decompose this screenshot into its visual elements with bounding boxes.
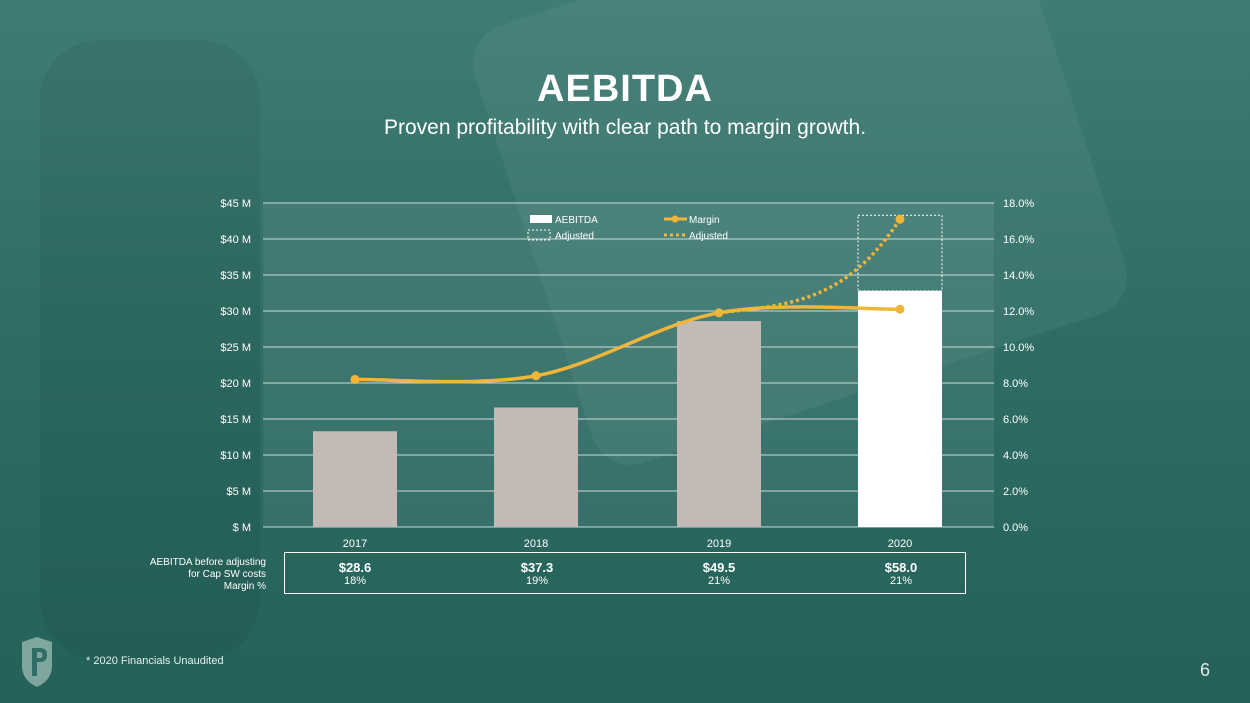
margin-point <box>895 304 905 314</box>
adjusted-margin-point <box>895 214 905 224</box>
y-right-tick-label: 14.0% <box>1003 270 1034 282</box>
y-right-tick-label: 16.0% <box>1003 234 1034 246</box>
y-right-tick-label: 18.0% <box>1003 198 1034 210</box>
y-left-tick-label: $40 M <box>220 234 251 246</box>
shield-p-logo-icon <box>22 637 52 687</box>
y-right-tick-label: 0.0% <box>1003 522 1028 534</box>
row-label: Margin % <box>223 581 266 592</box>
y-left-tick-label: $5 M <box>227 486 251 498</box>
legend-label: Adjusted <box>555 231 594 242</box>
table-row-labels: AEBITDA before adjusting for Cap SW cost… <box>100 557 266 593</box>
cell-value: $28.6 <box>338 560 372 575</box>
y-left-tick-label: $25 M <box>220 342 251 354</box>
bar <box>858 290 942 527</box>
y-left-tick-label: $35 M <box>220 270 251 282</box>
page-subtitle: Proven profitability with clear path to … <box>383 116 867 139</box>
cell-margin: 21% <box>707 575 731 587</box>
y-right-tick-label: 4.0% <box>1003 450 1028 462</box>
y-left-tick-label: $45 M <box>220 198 251 210</box>
legend-swatch-bar <box>530 215 552 223</box>
y-left-tick-label: $30 M <box>220 306 251 318</box>
margin-point <box>350 374 360 384</box>
adjusted-margin-line <box>718 218 902 315</box>
cell-value: $49.5 <box>702 560 736 575</box>
cell-margin: 18% <box>343 575 367 587</box>
legend-label: Margin <box>689 215 720 226</box>
cell-margin: 19% <box>525 575 549 587</box>
x-tick-label: 2017 <box>343 538 367 550</box>
page-title: AEBITDA <box>537 68 713 110</box>
bar <box>313 431 397 527</box>
table-cell: $49.5 21% <box>659 560 779 588</box>
page-number: 6 <box>1200 660 1211 680</box>
cell-value: $58.0 <box>884 560 918 575</box>
y-right-tick-label: 6.0% <box>1003 414 1028 426</box>
footnote: * 2020 Financials Unaudited <box>86 655 224 667</box>
margin-point <box>531 371 541 381</box>
margin-point <box>714 308 724 318</box>
background-shape <box>40 40 260 660</box>
y-left-tick-label: $10 M <box>220 450 251 462</box>
x-tick-label: 2018 <box>524 538 548 550</box>
row-label: for Cap SW costs <box>188 569 266 580</box>
y-right-tick-label: 8.0% <box>1003 378 1028 390</box>
legend-label: Adjusted <box>689 231 728 242</box>
bar <box>677 321 761 527</box>
x-tick-label: 2019 <box>707 538 731 550</box>
y-right-tick-label: 10.0% <box>1003 342 1034 354</box>
cell-margin: 21% <box>889 575 913 587</box>
y-right-tick-label: 2.0% <box>1003 486 1028 498</box>
bar <box>494 407 578 527</box>
legend-swatch-marker <box>671 215 679 223</box>
table-cell: $58.0 21% <box>841 560 961 588</box>
row-label: AEBITDA before adjusting <box>149 557 266 568</box>
legend-label: AEBITDA <box>555 215 598 226</box>
table-cell: $37.3 19% <box>477 560 597 588</box>
summary-table: $28.6 18% $37.3 19% $49.5 21% $58.0 21% <box>284 552 966 594</box>
y-left-tick-label: $ M <box>233 522 251 534</box>
table-cell: $28.6 18% <box>295 560 415 588</box>
cell-value: $37.3 <box>520 560 554 575</box>
y-left-tick-label: $15 M <box>220 414 251 426</box>
x-tick-label: 2020 <box>888 538 912 550</box>
margin-line <box>354 305 901 384</box>
y-left-tick-label: $20 M <box>220 378 251 390</box>
y-right-tick-label: 12.0% <box>1003 306 1034 318</box>
